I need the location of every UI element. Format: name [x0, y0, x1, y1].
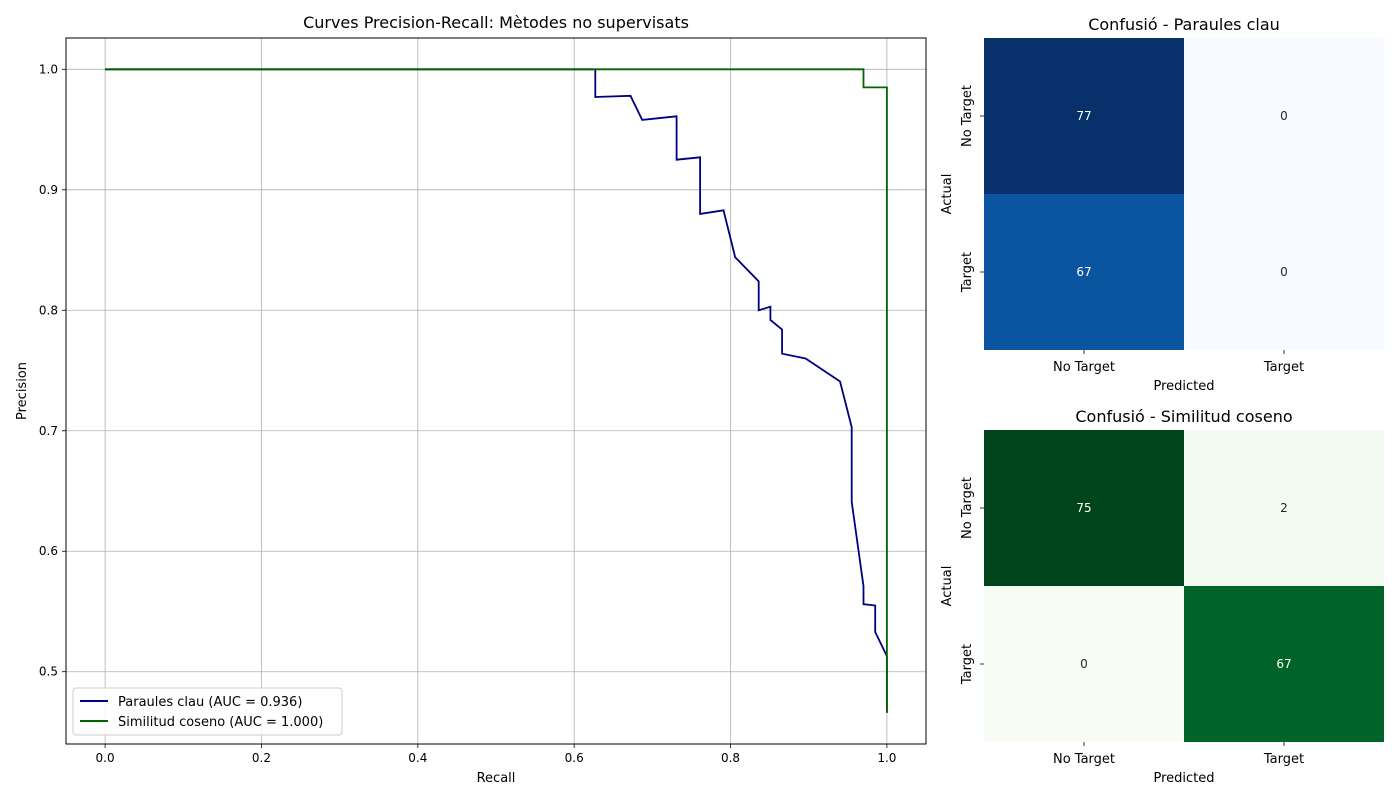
pr-curve-chart: Curves Precision-Recall: Mètodes no supe… [15, 13, 927, 786]
y-tick-label: 0.8 [39, 303, 58, 317]
y-axis-label: Actual [940, 566, 955, 607]
y-tick-label: 1.0 [39, 62, 58, 76]
y-tick-label: 0.9 [39, 183, 58, 197]
y-tick-label: No Target [960, 477, 975, 539]
x-axis-label: Predicted [1153, 771, 1214, 786]
confusion-matrix-paraules: Confusió - Paraules clau 77 0 67 0 No Target… [940, 15, 1384, 394]
y-tick-label: No Target [960, 85, 975, 147]
x-tick-label: 0.4 [408, 751, 427, 765]
x-tick-label: 0.6 [565, 751, 584, 765]
cell-value: 0 [1280, 109, 1288, 123]
y-tick-label: 0.7 [39, 424, 58, 438]
heatmap-cell [1184, 194, 1384, 350]
legend-label-paraules: Paraules clau (AUC = 0.936) [118, 695, 302, 710]
heatmap-cell [1184, 430, 1384, 586]
x-tick-label: 0.2 [252, 751, 271, 765]
heatmap-cell [984, 38, 1184, 194]
heatmap-cells: 77 0 67 0 No Target Target No Target Target [960, 38, 1384, 375]
legend: Paraules clau (AUC = 0.936) Similitud co… [72, 687, 343, 736]
x-tick-label: Target [1263, 360, 1304, 375]
legend-label-coseno: Similitud coseno (AUC = 1.000) [118, 715, 323, 730]
x-axis-label: Predicted [1153, 379, 1214, 394]
plot-frame [65, 37, 927, 745]
heatmap-cell [1184, 586, 1384, 742]
x-tick-label: Target [1263, 752, 1304, 767]
grid [66, 38, 926, 744]
series-lines [105, 68, 888, 713]
heatmap-title: Confusió - Similitud coseno [1075, 407, 1292, 426]
cell-value: 67 [1076, 265, 1091, 279]
cell-value: 77 [1076, 109, 1091, 123]
y-tick-label: Target [960, 644, 975, 685]
heatmap-cell [1184, 38, 1384, 194]
x-tick-label: No Target [1053, 752, 1115, 767]
y-tick-label: 0.5 [39, 665, 58, 679]
chart-title: Curves Precision-Recall: Mètodes no supe… [303, 13, 689, 32]
x-tick-label: 0.8 [721, 751, 740, 765]
cell-value: 0 [1280, 265, 1288, 279]
cell-value: 0 [1080, 657, 1088, 671]
confusion-matrix-coseno: Confusió - Similitud coseno 75 2 0 67 No Tar… [940, 407, 1384, 786]
x-tick-label: 0.0 [96, 751, 115, 765]
heatmap-cell [984, 586, 1184, 742]
y-tick-label: 0.6 [39, 544, 58, 558]
heatmap-title: Confusió - Paraules clau [1088, 15, 1280, 34]
y-axis-label: Precision [15, 362, 30, 420]
cell-value: 2 [1280, 501, 1288, 515]
x-axis-label: Recall [477, 771, 516, 786]
y-tick-label: Target [960, 252, 975, 293]
series-line-similitud-coseno [105, 68, 888, 713]
series-line-paraules-clau [105, 68, 888, 713]
axis-ticks: 0.0 0.2 0.4 0.6 0.8 1.0 0.5 0.6 0.7 0.8 0.9 1.0 [39, 62, 897, 765]
x-tick-label: 1.0 [877, 751, 896, 765]
legend-box [72, 687, 343, 736]
heatmap-cell [984, 194, 1184, 350]
cell-value: 67 [1276, 657, 1291, 671]
y-axis-label: Actual [940, 174, 955, 215]
x-tick-label: No Target [1053, 360, 1115, 375]
heatmap-cells: 75 2 0 67 No Target Target No Target Target [960, 430, 1384, 767]
heatmap-cell [984, 430, 1184, 586]
cell-value: 75 [1076, 501, 1091, 515]
